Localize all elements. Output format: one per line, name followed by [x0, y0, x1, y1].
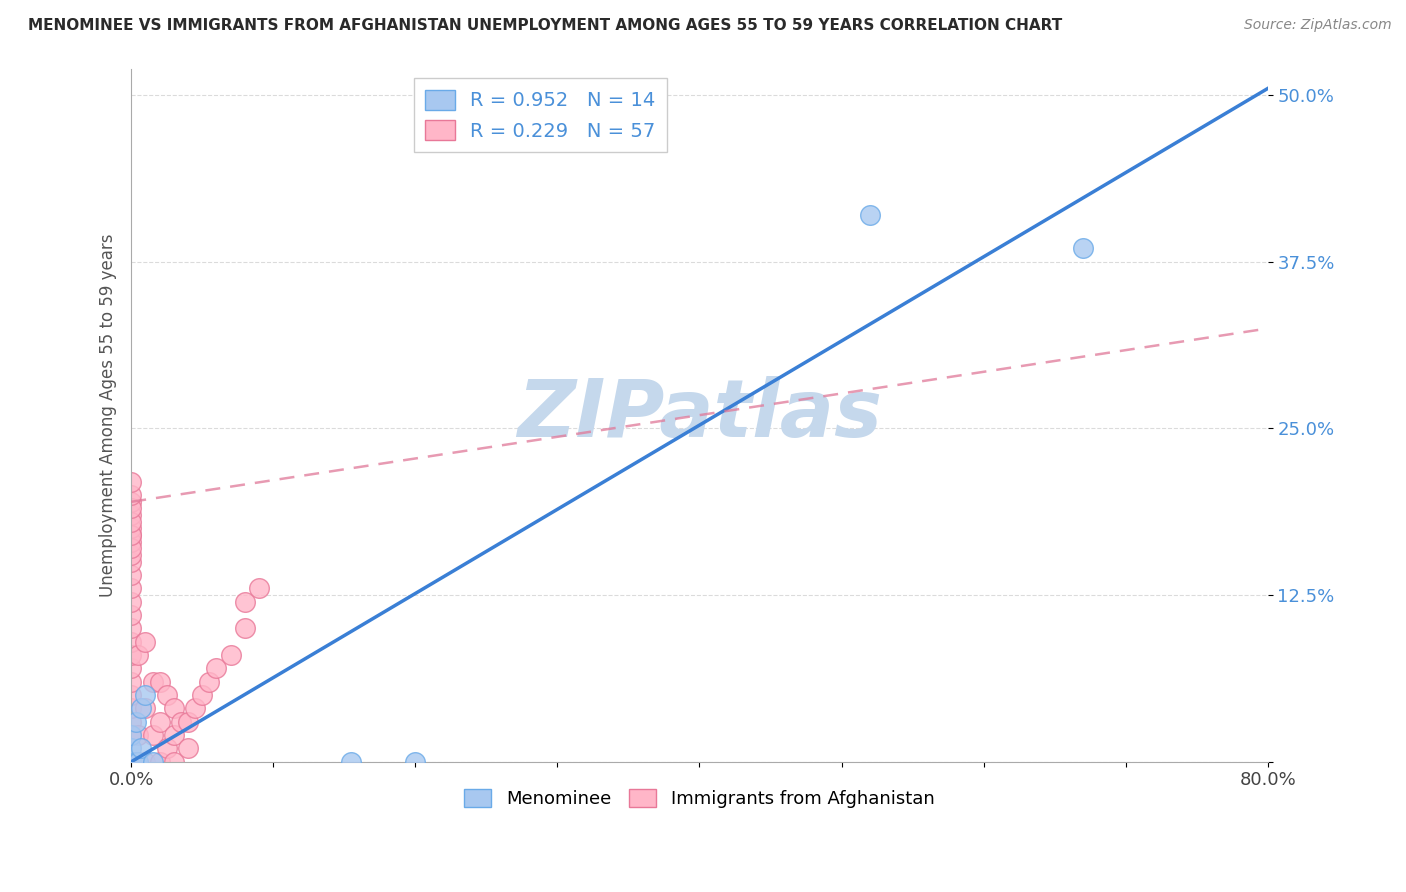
- Point: [120, 534, 142, 549]
- Point: [127, 648, 149, 662]
- Point: [120, 688, 142, 702]
- Legend: Menominee, Immigrants from Afghanistan: Menominee, Immigrants from Afghanistan: [457, 781, 942, 815]
- Point: [127, 755, 149, 769]
- Point: [120, 728, 142, 742]
- Point: [142, 728, 165, 742]
- Point: [404, 755, 426, 769]
- Point: [120, 661, 142, 675]
- Point: [120, 622, 142, 636]
- Point: [177, 741, 200, 756]
- Point: [120, 475, 142, 489]
- Point: [120, 741, 142, 756]
- Point: [120, 528, 142, 542]
- Text: ZIPatlas: ZIPatlas: [517, 376, 882, 454]
- Point: [120, 515, 142, 529]
- Point: [120, 728, 142, 742]
- Point: [120, 755, 142, 769]
- Point: [120, 495, 142, 509]
- Point: [127, 728, 149, 742]
- Point: [120, 521, 142, 535]
- Point: [149, 755, 172, 769]
- Point: [129, 741, 152, 756]
- Point: [120, 674, 142, 689]
- Point: [233, 595, 256, 609]
- Point: [120, 755, 142, 769]
- Point: [156, 741, 179, 756]
- Point: [120, 541, 142, 556]
- Point: [149, 714, 172, 729]
- Point: [233, 622, 256, 636]
- Y-axis label: Unemployment Among Ages 55 to 59 years: Unemployment Among Ages 55 to 59 years: [100, 234, 117, 597]
- Point: [142, 674, 165, 689]
- Point: [1071, 242, 1094, 256]
- Point: [247, 582, 270, 596]
- Point: [142, 755, 165, 769]
- Point: [124, 714, 146, 729]
- Point: [120, 755, 142, 769]
- Point: [340, 755, 363, 769]
- Point: [177, 714, 200, 729]
- Text: MENOMINEE VS IMMIGRANTS FROM AFGHANISTAN UNEMPLOYMENT AMONG AGES 55 TO 59 YEARS : MENOMINEE VS IMMIGRANTS FROM AFGHANISTAN…: [28, 18, 1063, 33]
- Point: [120, 608, 142, 623]
- Point: [120, 755, 142, 769]
- Point: [129, 701, 152, 715]
- Point: [191, 688, 214, 702]
- Point: [163, 755, 186, 769]
- Point: [134, 701, 156, 715]
- Text: Source: ZipAtlas.com: Source: ZipAtlas.com: [1244, 18, 1392, 32]
- Point: [120, 634, 142, 648]
- Point: [205, 661, 228, 675]
- Point: [120, 555, 142, 569]
- Point: [120, 508, 142, 523]
- Point: [149, 674, 172, 689]
- Point: [120, 501, 142, 516]
- Point: [134, 634, 156, 648]
- Point: [134, 688, 156, 702]
- Point: [120, 701, 142, 715]
- Point: [120, 528, 142, 542]
- Point: [120, 548, 142, 562]
- Point: [120, 568, 142, 582]
- Point: [124, 755, 146, 769]
- Point: [184, 701, 207, 715]
- Point: [170, 714, 193, 729]
- Point: [134, 755, 156, 769]
- Point: [120, 755, 142, 769]
- Point: [198, 674, 221, 689]
- Point: [120, 488, 142, 502]
- Point: [120, 714, 142, 729]
- Point: [163, 701, 186, 715]
- Point: [120, 595, 142, 609]
- Point: [859, 208, 882, 222]
- Point: [120, 582, 142, 596]
- Point: [156, 688, 179, 702]
- Point: [120, 755, 142, 769]
- Point: [163, 728, 186, 742]
- Point: [120, 648, 142, 662]
- Point: [219, 648, 242, 662]
